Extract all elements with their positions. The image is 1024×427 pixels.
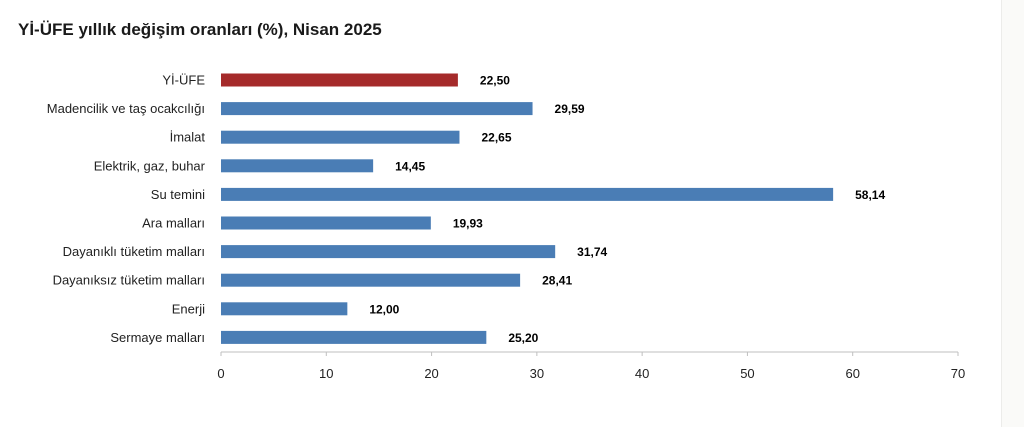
- bar-row-2: [221, 130, 460, 144]
- x-tick-label-6: 60: [845, 366, 859, 381]
- bar-row-9: [221, 330, 487, 344]
- x-tick-label-3: 30: [530, 366, 544, 381]
- category-label-row-6: Dayanıklı tüketim malları: [63, 244, 205, 259]
- category-label-row-4: Su temini: [151, 187, 205, 202]
- bar-row-5: [221, 216, 431, 230]
- value-label-row-9: 25,20: [508, 331, 538, 345]
- value-label-row-2: 22,65: [481, 131, 511, 145]
- x-tick-label-2: 20: [424, 366, 438, 381]
- value-label-row-5: 19,93: [453, 217, 483, 231]
- category-label-row-1: Madencilik ve taş ocakcılığı: [47, 101, 205, 116]
- page-edge-strip: [1001, 0, 1024, 427]
- category-label-row-3: Elektrik, gaz, buhar: [94, 158, 206, 173]
- bar-row-6: [221, 245, 556, 259]
- category-label-row-9: Sermaye malları: [110, 330, 205, 345]
- bar-chart: Yİ-ÜFE 22,50 Madencilik ve taş ocakcılığı 2…: [47, 73, 965, 382]
- bar-row-7: [221, 273, 521, 287]
- bar-row-3: [221, 159, 374, 173]
- bar-row-1: [221, 102, 533, 116]
- bar-row-8: [221, 302, 348, 316]
- value-label-row-6: 31,74: [577, 245, 607, 259]
- value-label-row-8: 12,00: [369, 302, 399, 316]
- value-label-row-7: 28,41: [542, 274, 572, 288]
- value-label-row-0: 22,50: [480, 74, 510, 88]
- chart-title: Yİ-ÜFE yıllık değişim oranları (%), Nisa…: [18, 20, 382, 39]
- x-tick-label-4: 40: [635, 366, 649, 381]
- category-label-row-7: Dayanıksız tüketim malları: [53, 273, 205, 288]
- value-label-row-4: 58,14: [855, 188, 885, 202]
- value-label-row-3: 14,45: [395, 159, 425, 173]
- category-label-row-8: Enerji: [172, 301, 205, 316]
- x-tick-label-5: 50: [740, 366, 754, 381]
- category-label-row-0: Yİ-ÜFE: [162, 73, 205, 88]
- category-label-row-2: İmalat: [170, 130, 206, 145]
- value-label-row-1: 29,59: [555, 102, 585, 116]
- bar-row-4: [221, 187, 834, 201]
- x-tick-label-7: 70: [951, 366, 965, 381]
- x-tick-label-1: 10: [319, 366, 333, 381]
- x-tick-label-0: 0: [217, 366, 224, 381]
- category-label-row-5: Ara malları: [142, 216, 205, 231]
- bar-row-0: [221, 73, 458, 87]
